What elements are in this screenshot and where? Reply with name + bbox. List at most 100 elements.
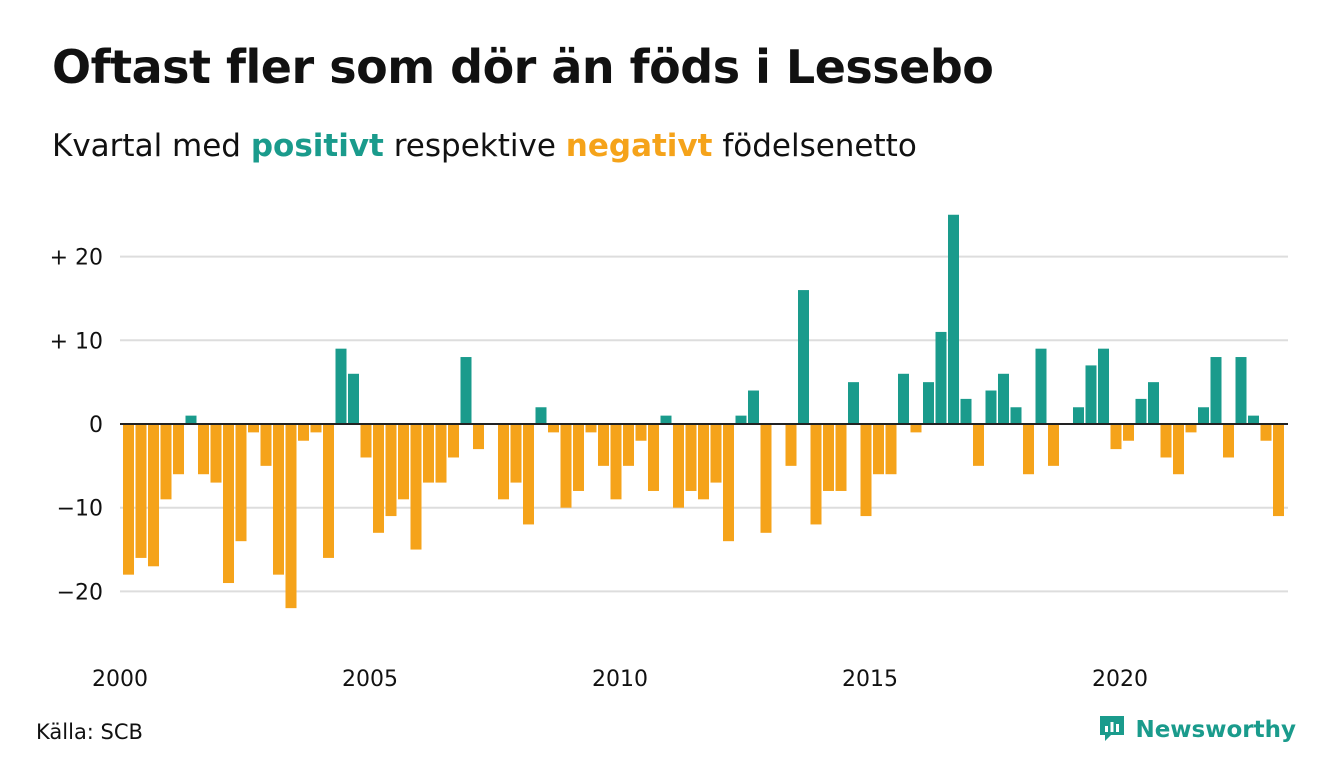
bar xyxy=(1110,424,1122,450)
subtitle-positive-label: positivt xyxy=(250,128,384,164)
bar xyxy=(423,424,434,483)
bar xyxy=(1048,424,1059,466)
bar xyxy=(960,398,972,424)
bar xyxy=(848,382,859,424)
x-tick-label: 2010 xyxy=(592,667,648,692)
bar xyxy=(735,415,747,424)
bar xyxy=(1273,424,1284,517)
bar xyxy=(873,424,884,475)
bar xyxy=(973,424,984,466)
bar xyxy=(348,373,359,424)
source-note: Källa: SCB xyxy=(36,720,143,744)
bar xyxy=(698,424,709,500)
bar xyxy=(673,424,684,508)
bar xyxy=(810,424,822,525)
bar xyxy=(323,424,334,558)
bar xyxy=(660,415,672,424)
bar xyxy=(535,407,547,424)
bar xyxy=(260,424,272,466)
bar xyxy=(1235,357,1247,424)
bar xyxy=(1260,424,1272,441)
bar xyxy=(310,424,322,433)
x-tick-label: 2005 xyxy=(342,667,398,692)
bar xyxy=(298,424,309,441)
newsworthy-logo-icon xyxy=(1097,713,1127,747)
bar xyxy=(273,424,284,575)
bar xyxy=(235,424,247,542)
bar xyxy=(823,424,834,491)
bar xyxy=(1098,348,1109,424)
y-tick-label: −20 xyxy=(57,580,103,605)
bar xyxy=(635,424,647,441)
bar xyxy=(1135,398,1147,424)
bar xyxy=(448,424,459,458)
subtitle-text-before: Kvartal med xyxy=(52,128,251,164)
bar xyxy=(723,424,734,542)
y-tick-label: + 10 xyxy=(50,329,103,354)
bar xyxy=(248,424,259,433)
bar xyxy=(760,424,772,533)
bar xyxy=(748,390,759,424)
bar xyxy=(123,424,134,575)
bars-layer xyxy=(123,214,1284,609)
brand-name: Newsworthy xyxy=(1135,717,1296,743)
bar xyxy=(1085,365,1097,424)
bar xyxy=(560,424,572,508)
bar xyxy=(1248,415,1259,424)
bar xyxy=(1023,424,1034,475)
grid-layer xyxy=(120,255,1288,593)
bar xyxy=(1173,424,1184,475)
bar xyxy=(398,424,409,500)
bar xyxy=(1035,348,1047,424)
bar xyxy=(785,424,797,466)
bar xyxy=(610,424,622,500)
bar xyxy=(685,424,697,491)
subtitle-text-after: födelsenetto xyxy=(712,128,917,164)
bar xyxy=(210,424,222,483)
bar xyxy=(285,424,297,609)
bar xyxy=(198,424,209,475)
bar xyxy=(923,382,934,424)
bar xyxy=(585,424,597,433)
bar xyxy=(223,424,234,584)
bar xyxy=(1010,407,1022,424)
bar xyxy=(498,424,509,500)
bar xyxy=(1198,407,1209,424)
bar xyxy=(598,424,609,466)
bar xyxy=(623,424,634,466)
bar xyxy=(335,348,347,424)
bar xyxy=(835,424,847,491)
bar xyxy=(998,373,1009,424)
bar xyxy=(160,424,172,500)
bar xyxy=(135,424,147,558)
bar xyxy=(910,424,922,433)
bar xyxy=(1160,424,1172,458)
bar xyxy=(948,214,959,424)
bar xyxy=(798,290,809,424)
bar xyxy=(898,373,909,424)
bar xyxy=(435,424,447,483)
x-tick-label: 2015 xyxy=(842,667,898,692)
bar xyxy=(410,424,422,550)
bar xyxy=(360,424,372,458)
subtitle-negative-label: negativt xyxy=(565,128,713,164)
subtitle-text-middle: respektive xyxy=(383,128,566,164)
bar xyxy=(1148,382,1159,424)
bar xyxy=(523,424,534,525)
bar xyxy=(1223,424,1234,458)
bar xyxy=(1210,357,1222,424)
bar xyxy=(648,424,659,491)
bar xyxy=(173,424,184,475)
bar xyxy=(460,357,472,424)
chart-subtitle: Kvartal med positivt respektive negativt… xyxy=(52,128,917,164)
bar xyxy=(510,424,522,483)
x-tick-label: 2020 xyxy=(1092,667,1148,692)
bar xyxy=(548,424,559,433)
chart-title: Oftast fler som dör än föds i Lessebo xyxy=(52,40,994,94)
brand: Newsworthy xyxy=(1097,713,1296,747)
bar xyxy=(573,424,584,491)
bar xyxy=(1185,424,1197,433)
bar xyxy=(473,424,484,450)
bar xyxy=(185,415,197,424)
